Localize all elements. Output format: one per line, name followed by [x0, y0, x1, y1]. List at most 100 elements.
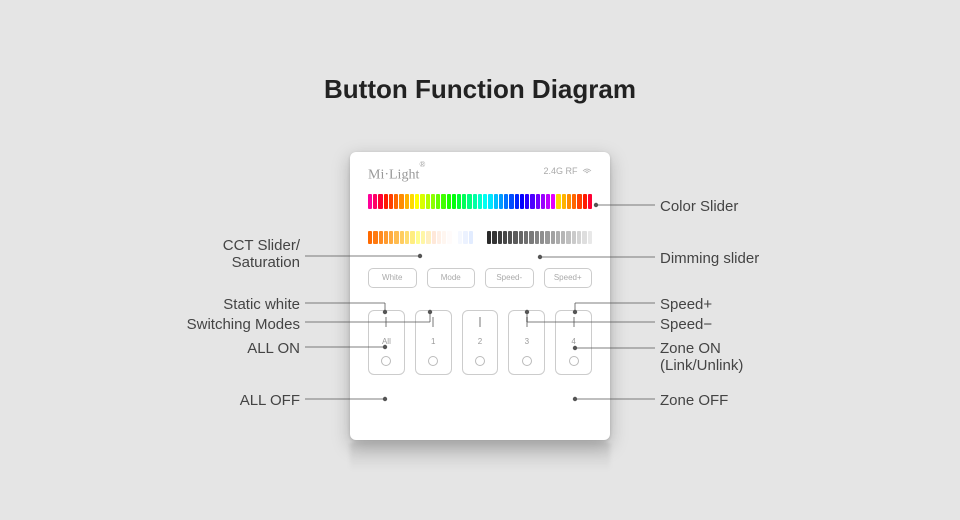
- zone-on-icon: [432, 317, 434, 327]
- color-segment: [556, 194, 560, 209]
- dim-segment: [545, 231, 549, 244]
- zone-on-icon: [526, 317, 528, 327]
- color-segment: [373, 194, 377, 209]
- zone-button-4[interactable]: 4: [555, 310, 592, 375]
- mode-button-row: White Mode Speed- Speed+: [368, 268, 592, 288]
- color-segment: [494, 194, 498, 209]
- color-segment: [457, 194, 461, 209]
- color-segment: [483, 194, 487, 209]
- color-segment: [399, 194, 403, 209]
- color-segment: [536, 194, 540, 209]
- dim-segment: [588, 231, 592, 244]
- callout-label: Color Slider: [660, 198, 738, 215]
- color-segment: [546, 194, 550, 209]
- cct-segment: [458, 231, 462, 244]
- wifi-icon: [582, 166, 592, 176]
- callout-label: ALL OFF: [240, 392, 300, 409]
- brand-text: Mi·Light: [368, 168, 419, 183]
- dim-segment: [513, 231, 517, 244]
- callout-label: Speed−: [660, 316, 712, 333]
- callout-label: CCT Slider/Saturation: [223, 237, 300, 271]
- color-segment: [478, 194, 482, 209]
- cct-segment: [389, 231, 393, 244]
- zone-off-icon: [569, 356, 579, 366]
- cct-segment: [469, 231, 473, 244]
- dim-segment: [556, 231, 560, 244]
- dim-segment: [535, 231, 539, 244]
- color-segment: [473, 194, 477, 209]
- color-segment: [467, 194, 471, 209]
- color-segment: [567, 194, 571, 209]
- cct-slider[interactable]: [368, 231, 473, 244]
- color-segment: [420, 194, 424, 209]
- color-segment: [530, 194, 534, 209]
- panel-reflection: [350, 442, 610, 472]
- cct-segment: [416, 231, 420, 244]
- color-segment: [426, 194, 430, 209]
- color-segment: [577, 194, 581, 209]
- zone-button-1[interactable]: 1: [415, 310, 452, 375]
- color-segment: [452, 194, 456, 209]
- mode-button-speed[interactable]: Speed-: [485, 268, 534, 288]
- zone-off-icon: [381, 356, 391, 366]
- callout-label: Static white: [223, 296, 300, 313]
- zone-button-all[interactable]: All: [368, 310, 405, 375]
- zone-label: All: [382, 337, 391, 346]
- callout-label: Zone OFF: [660, 392, 728, 409]
- callout-label: Speed+: [660, 296, 712, 313]
- color-slider[interactable]: [368, 194, 592, 209]
- dim-segment: [508, 231, 512, 244]
- dimming-slider[interactable]: [487, 231, 592, 244]
- dim-segment: [529, 231, 533, 244]
- cct-segment: [442, 231, 446, 244]
- color-segment: [447, 194, 451, 209]
- mode-button-speed[interactable]: Speed+: [544, 268, 593, 288]
- zone-button-3[interactable]: 3: [508, 310, 545, 375]
- cct-segment: [453, 231, 457, 244]
- color-segment: [405, 194, 409, 209]
- color-segment: [441, 194, 445, 209]
- dim-segment: [582, 231, 586, 244]
- dim-segment: [519, 231, 523, 244]
- cct-segment: [432, 231, 436, 244]
- dim-segment: [540, 231, 544, 244]
- color-segment: [436, 194, 440, 209]
- cct-segment: [437, 231, 441, 244]
- color-segment: [509, 194, 513, 209]
- mode-button-white[interactable]: White: [368, 268, 417, 288]
- zone-label: 1: [431, 337, 435, 346]
- color-segment: [551, 194, 555, 209]
- cct-segment: [373, 231, 377, 244]
- zone-on-icon: [573, 317, 575, 327]
- color-segment: [368, 194, 372, 209]
- cct-segment: [447, 231, 451, 244]
- dim-segment: [577, 231, 581, 244]
- zone-off-icon: [522, 356, 532, 366]
- rf-label: 2.4G RF: [543, 166, 592, 176]
- callout-label: ALL ON: [247, 340, 300, 357]
- color-segment: [520, 194, 524, 209]
- cct-segment: [426, 231, 430, 244]
- dim-segment: [561, 231, 565, 244]
- callout-label: Switching Modes: [187, 316, 300, 333]
- secondary-sliders: [368, 231, 592, 244]
- mode-button-mode[interactable]: Mode: [427, 268, 476, 288]
- cct-segment: [421, 231, 425, 244]
- brand-logo: Mi·Light®: [368, 166, 425, 184]
- dim-segment: [498, 231, 502, 244]
- color-segment: [583, 194, 587, 209]
- rf-text: 2.4G RF: [543, 166, 577, 176]
- color-segment: [499, 194, 503, 209]
- color-segment: [588, 194, 592, 209]
- zone-label: 2: [478, 337, 482, 346]
- dim-segment: [551, 231, 555, 244]
- zone-button-2[interactable]: 2: [462, 310, 499, 375]
- cct-segment: [400, 231, 404, 244]
- cct-segment: [405, 231, 409, 244]
- cct-segment: [379, 231, 383, 244]
- cct-segment: [384, 231, 388, 244]
- brand-mark: ®: [419, 160, 425, 169]
- color-segment: [572, 194, 576, 209]
- color-segment: [541, 194, 545, 209]
- color-segment: [410, 194, 414, 209]
